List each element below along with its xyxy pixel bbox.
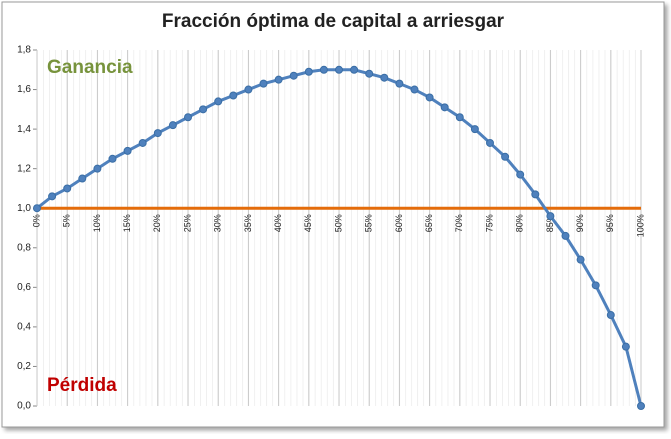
y-tick-label: 1,8 xyxy=(17,45,31,56)
data-point xyxy=(78,174,87,183)
x-tick-label: 55% xyxy=(364,214,374,232)
data-point xyxy=(289,71,298,80)
annotation: Pérdida xyxy=(47,375,117,396)
data-point xyxy=(546,212,555,221)
data-point xyxy=(455,113,464,122)
data-point xyxy=(33,204,41,213)
data-point xyxy=(591,281,600,290)
x-tick-label: 90% xyxy=(575,214,585,232)
x-tick-label: 30% xyxy=(213,214,223,232)
x-tick-label: 35% xyxy=(243,214,253,232)
data-point xyxy=(229,91,238,100)
data-point xyxy=(48,192,57,201)
y-tick-label: 0,8 xyxy=(17,242,31,253)
y-tick-label: 1,2 xyxy=(17,163,31,174)
data-point xyxy=(531,190,540,199)
x-tick-label: 100% xyxy=(635,214,645,237)
x-tick-label: 10% xyxy=(92,214,102,232)
x-tick-label: 85% xyxy=(545,214,555,232)
data-point xyxy=(606,311,615,320)
y-tick-label: 1,0 xyxy=(17,203,31,214)
x-tick-label: 5% xyxy=(62,214,72,227)
data-point xyxy=(304,67,313,76)
data-point xyxy=(199,105,208,114)
data-point xyxy=(410,85,419,94)
data-point xyxy=(274,75,283,84)
data-point xyxy=(380,73,389,82)
data-point xyxy=(637,402,645,410)
y-tick-label: 0,0 xyxy=(17,401,31,412)
data-point xyxy=(335,65,343,74)
x-tick-label: 65% xyxy=(424,214,434,232)
data-point xyxy=(395,79,404,88)
x-tick-label: 25% xyxy=(182,214,192,232)
data-point xyxy=(259,79,268,88)
x-tick-label: 70% xyxy=(454,214,464,232)
data-point xyxy=(365,69,374,78)
data-point xyxy=(425,93,434,102)
data-point xyxy=(621,342,630,351)
x-tick-label: 50% xyxy=(333,214,343,232)
data-point xyxy=(470,125,479,134)
x-tick-label: 60% xyxy=(394,214,404,232)
data-point xyxy=(486,138,494,147)
y-tick-label: 1,6 xyxy=(17,84,31,95)
data-point xyxy=(244,85,253,94)
data-point xyxy=(138,138,147,147)
x-tick-label: 45% xyxy=(303,214,313,232)
data-point xyxy=(516,170,525,179)
y-tick-label: 0,4 xyxy=(17,322,31,333)
x-tick-label: 20% xyxy=(152,214,162,232)
x-tick-label: 75% xyxy=(484,214,494,232)
chart-title: Fracción óptima de capital a arriesgar xyxy=(162,11,505,32)
data-point xyxy=(93,164,102,173)
x-tick-label: 80% xyxy=(515,214,525,232)
data-point xyxy=(63,184,72,193)
data-point xyxy=(576,255,585,264)
x-tick-label: 15% xyxy=(122,214,132,232)
y-tick-label: 0,6 xyxy=(17,282,31,293)
data-point xyxy=(153,129,162,138)
data-point xyxy=(184,113,192,122)
data-point xyxy=(214,97,223,106)
annotation: Ganancia xyxy=(47,57,133,78)
x-tick-label: 40% xyxy=(273,214,283,232)
data-point xyxy=(168,121,177,130)
x-tick-label: 0% xyxy=(31,214,41,227)
data-point xyxy=(561,231,570,240)
data-point xyxy=(501,152,510,161)
y-tick-label: 1,4 xyxy=(17,124,31,135)
data-point xyxy=(319,65,328,74)
data-point xyxy=(350,65,359,74)
data-point xyxy=(123,146,132,155)
y-tick-label: 0,2 xyxy=(17,361,31,372)
data-point xyxy=(440,103,449,112)
data-point xyxy=(108,154,117,163)
x-tick-label: 95% xyxy=(605,214,615,232)
